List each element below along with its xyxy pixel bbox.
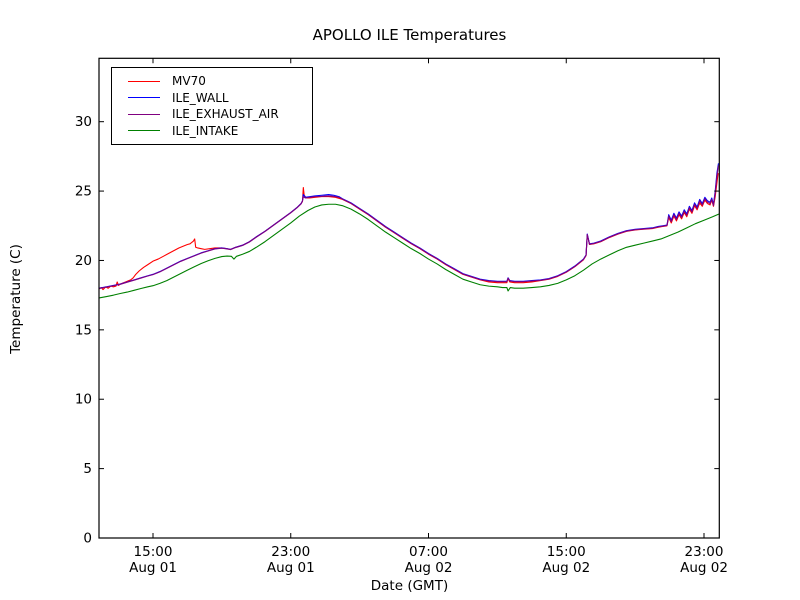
y-tick-label: 15 xyxy=(75,322,92,338)
legend-label: ILE_EXHAUST_AIR xyxy=(172,107,279,122)
axis-ticks xyxy=(99,58,720,539)
legend: MV70 ILE_WALL ILE_EXHAUST_AIR ILE_INTAKE xyxy=(111,67,313,145)
x-tick-label-date: Aug 01 xyxy=(267,560,315,576)
x-tick-label-time: 23:00 xyxy=(271,544,310,560)
legend-line-ile-wall xyxy=(128,97,160,99)
y-tick-label: 20 xyxy=(75,253,92,269)
plot-spines xyxy=(98,57,720,539)
series-line-ILE_INTAKE xyxy=(99,203,720,299)
legend-label: ILE_WALL xyxy=(172,90,229,105)
legend-entry: ILE_WALL xyxy=(112,90,312,107)
series-line-ILE_WALL xyxy=(99,163,720,289)
legend-line-ile-intake xyxy=(128,130,160,132)
legend-line-ile-exhaust-air xyxy=(128,113,160,115)
x-tick-label-date: Aug 02 xyxy=(680,560,728,576)
x-tick-label-time: 15:00 xyxy=(547,544,586,560)
legend-label: MV70 xyxy=(172,74,206,89)
x-tick-label-date: Aug 02 xyxy=(405,560,453,576)
x-tick-label-time: 15:00 xyxy=(134,544,173,560)
chart-title: APOLLO ILE Temperatures xyxy=(312,26,507,44)
y-tick-label: 30 xyxy=(75,114,92,130)
legend-line-mv70 xyxy=(128,80,160,82)
y-tick-label: 25 xyxy=(75,184,92,200)
x-axis-label: Date (GMT) xyxy=(370,578,449,594)
x-tick-label-time: 23:00 xyxy=(685,544,724,560)
y-tick-label: 5 xyxy=(83,461,92,477)
x-tick-label-time: 07:00 xyxy=(409,544,448,560)
legend-entry: ILE_INTAKE xyxy=(112,123,312,140)
legend-entry: ILE_EXHAUST_AIR xyxy=(112,106,312,123)
series-line-ILE_EXHAUST_AIR xyxy=(99,165,720,290)
y-tick-label: 10 xyxy=(75,392,92,408)
y-tick-label: 0 xyxy=(83,531,92,547)
legend-entry: MV70 xyxy=(112,73,312,90)
x-tick-label-date: Aug 02 xyxy=(542,560,590,576)
legend-label: ILE_INTAKE xyxy=(172,123,239,138)
x-tick-label-date: Aug 01 xyxy=(129,560,177,576)
